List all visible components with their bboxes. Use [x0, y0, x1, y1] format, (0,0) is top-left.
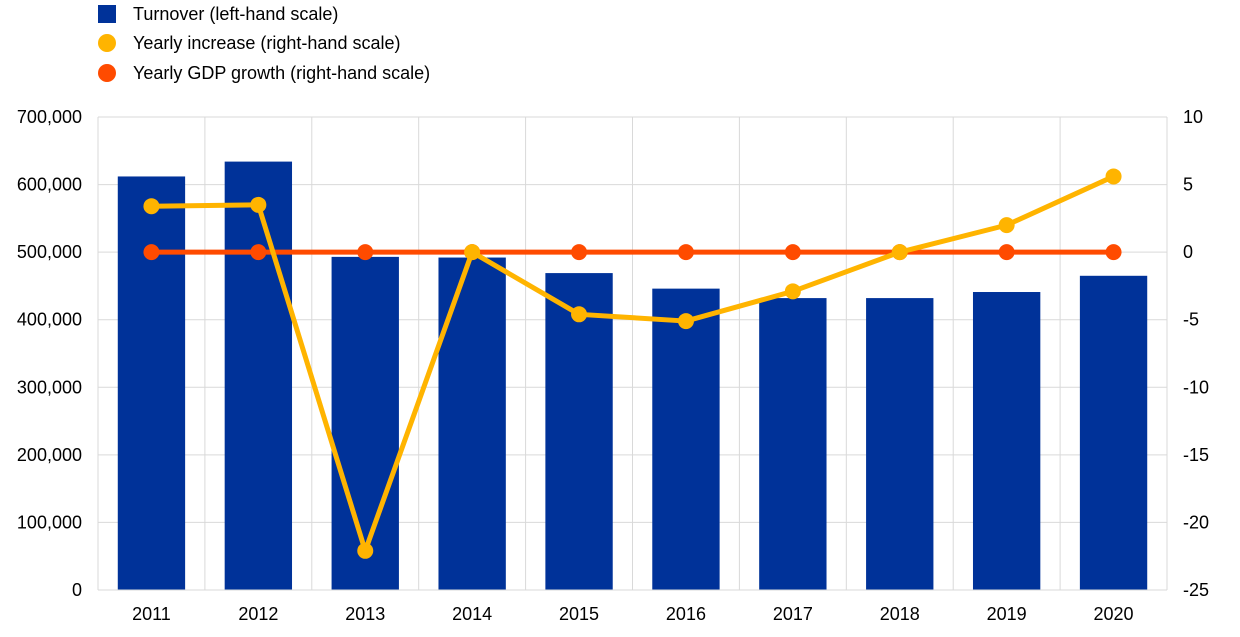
x-tick-label: 2020 — [1094, 604, 1134, 624]
bar-turnover-2017 — [759, 298, 827, 590]
y-right-tick-label: 10 — [1183, 107, 1203, 127]
x-tick-label: 2012 — [238, 604, 278, 624]
x-tick-label: 2015 — [559, 604, 599, 624]
legend-label-yearly-gdp-growth: Yearly GDP growth (right-hand scale) — [133, 63, 430, 83]
bar-series-turnover — [117, 161, 1148, 590]
point-yearly-increase-2017 — [784, 283, 801, 300]
bar-turnover-2011 — [117, 176, 186, 590]
x-tick-label: 2019 — [987, 604, 1027, 624]
point-yearly-increase-2020 — [1105, 168, 1122, 185]
y-left-tick-label: 300,000 — [17, 377, 82, 397]
point-yearly-increase-2013 — [357, 542, 374, 559]
point-yearly-increase-2016 — [677, 313, 694, 330]
point-yearly-increase-2015 — [571, 306, 588, 323]
legend-marker-yearly-increase — [98, 34, 116, 52]
y-right-tick-label: -5 — [1183, 310, 1199, 330]
x-tick-label: 2013 — [345, 604, 385, 624]
point-yearly-increase-2014 — [464, 244, 481, 261]
bar-turnover-2020 — [1079, 275, 1148, 590]
bar-turnover-2018 — [866, 298, 934, 590]
bar-turnover-2014 — [438, 257, 506, 590]
point-yearly-gdp-growth-2019 — [998, 244, 1015, 261]
line-yearly-increase — [148, 173, 1117, 554]
legend-marker-turnover — [98, 5, 116, 23]
axes: 0 100,000 200,000 300,000 400,000 500,000 600,… — [17, 107, 1209, 624]
y-right-tick-label: -25 — [1183, 580, 1209, 600]
y-right-tick-label: -15 — [1183, 445, 1209, 465]
bar-turnover-2019 — [972, 292, 1041, 590]
bar-turnover-2012 — [224, 161, 293, 590]
y-right-tick-label: -10 — [1183, 377, 1209, 397]
y-right-tick-label: 0 — [1183, 242, 1193, 262]
y-left-tick-label: 700,000 — [17, 107, 82, 127]
point-yearly-gdp-growth-2015 — [571, 244, 588, 261]
y-left-tick-label: 0 — [72, 580, 82, 600]
bar-turnover-2016 — [652, 288, 720, 590]
point-yearly-gdp-growth-2011 — [143, 244, 160, 261]
line-series — [143, 168, 1122, 559]
x-tick-label: 2018 — [880, 604, 920, 624]
y-right-tick-label: 5 — [1183, 175, 1193, 195]
legend-label-yearly-increase: Yearly increase (right-hand scale) — [133, 33, 400, 53]
y-left-tick-label: 400,000 — [17, 310, 82, 330]
point-yearly-gdp-growth-2020 — [1105, 244, 1122, 261]
legend-marker-yearly-gdp-growth — [98, 64, 116, 82]
point-yearly-gdp-growth-2013 — [357, 244, 374, 261]
y-right-tick-label: -20 — [1183, 512, 1209, 532]
point-yearly-increase-2011 — [143, 198, 160, 215]
y-left-tick-label: 600,000 — [17, 175, 82, 195]
bar-turnover-2015 — [545, 273, 613, 590]
legend-label-turnover: Turnover (left-hand scale) — [133, 4, 338, 24]
point-yearly-increase-2018 — [891, 244, 908, 261]
point-yearly-increase-2012 — [250, 196, 267, 213]
bar-turnover-2013 — [331, 256, 399, 590]
x-tick-label: 2011 — [132, 604, 171, 624]
point-yearly-gdp-growth-2016 — [677, 244, 694, 261]
point-yearly-gdp-growth-2012 — [250, 244, 267, 261]
point-yearly-gdp-growth-2017 — [784, 244, 801, 261]
y-left-tick-label: 100,000 — [17, 512, 82, 532]
x-tick-label: 2014 — [452, 604, 492, 624]
y-left-tick-label: 500,000 — [17, 242, 82, 262]
x-tick-label: 2017 — [773, 604, 813, 624]
legend: Turnover (left-hand scale) Yearly increas… — [98, 4, 430, 83]
x-tick-label: 2016 — [666, 604, 706, 624]
y-left-tick-label: 200,000 — [17, 445, 82, 465]
point-yearly-increase-2019 — [998, 217, 1015, 234]
